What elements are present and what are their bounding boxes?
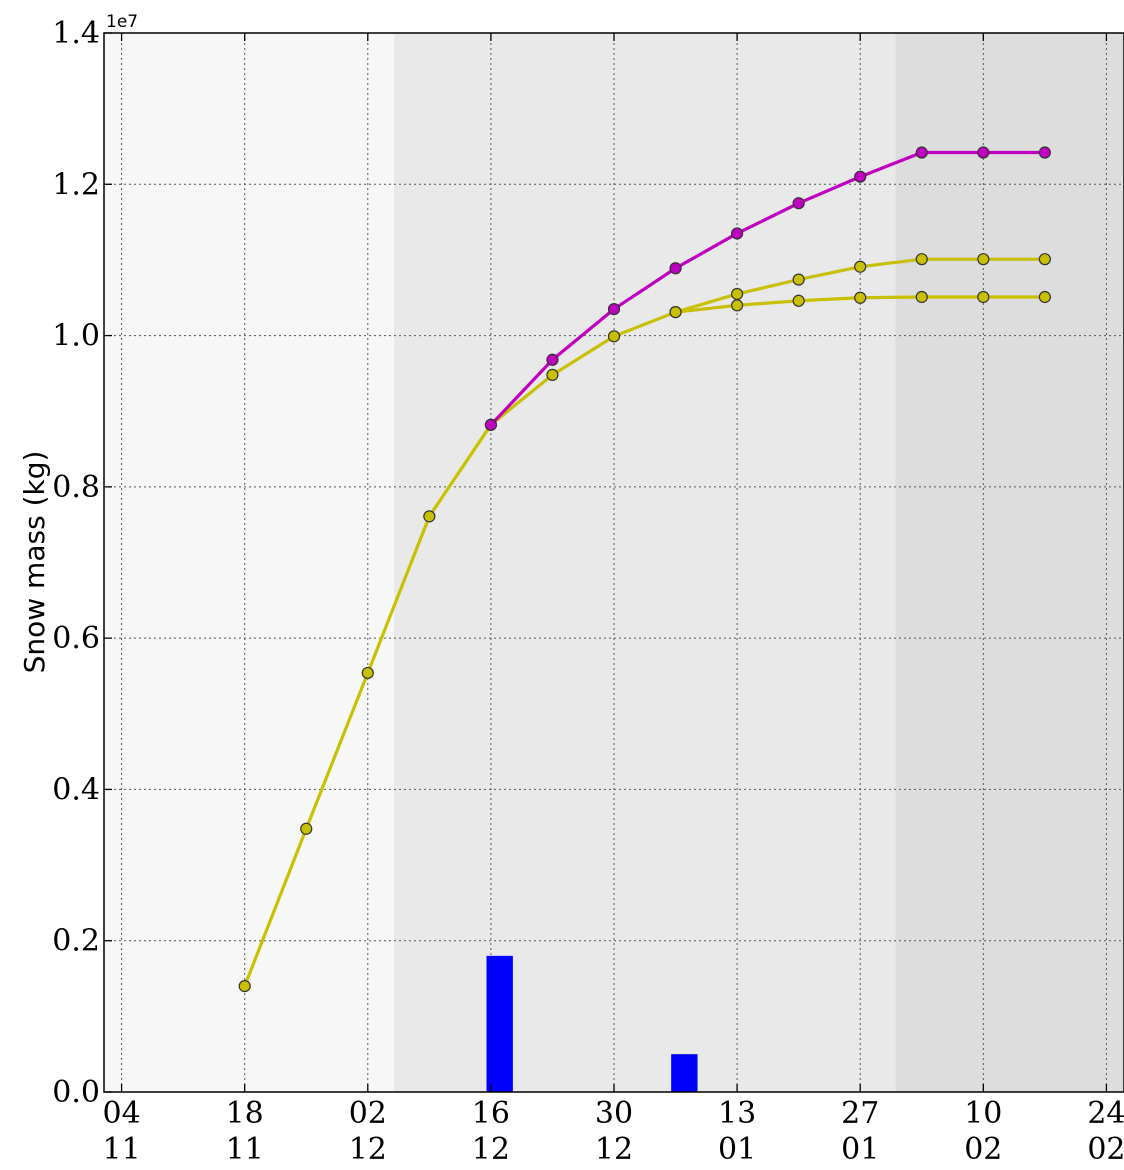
data-point (546, 368, 559, 382)
y-tick-label: 1.0 (52, 319, 100, 354)
y-tick-label: 0.0 (52, 1075, 100, 1110)
bar (671, 1054, 698, 1092)
x-tick-label-month: 01 (841, 1132, 879, 1167)
data-point (238, 979, 251, 993)
x-tick-label-day: 04 (102, 1096, 140, 1131)
data-point (915, 146, 928, 159)
data-point (546, 353, 559, 366)
data-point (669, 306, 682, 319)
x-tick-label-month: 02 (1087, 1132, 1124, 1167)
data-point (731, 287, 744, 301)
data-point (977, 290, 990, 304)
data-point (731, 227, 744, 240)
x-tick-label-day: 24 (1087, 1096, 1124, 1131)
y-offset-label: 1e7 (106, 12, 138, 32)
x-tick-label-day: 02 (349, 1096, 387, 1131)
data-point (361, 666, 374, 680)
y-tick-label: 0.6 (52, 621, 100, 656)
data-point (854, 291, 867, 304)
data-point (1038, 146, 1051, 159)
y-tick-label: 0.4 (52, 772, 100, 807)
data-point (915, 290, 928, 304)
x-tick-label-day: 27 (841, 1096, 879, 1131)
bar-series (486, 955, 698, 1092)
x-tick-label-month: 12 (472, 1132, 510, 1167)
y-tick-label: 0.2 (52, 924, 100, 959)
x-tick-label-day: 13 (718, 1096, 756, 1131)
data-point (669, 262, 682, 275)
x-tick-label-day: 16 (472, 1096, 510, 1131)
data-point (731, 299, 744, 312)
data-point (607, 302, 621, 316)
line-series (238, 146, 1051, 993)
data-point (792, 197, 805, 210)
shaded-period-2 (394, 33, 896, 1092)
x-tick-label-month: 01 (718, 1132, 756, 1167)
data-point (1038, 290, 1051, 304)
data-point (977, 146, 990, 159)
x-tick-label-month: 11 (226, 1132, 264, 1167)
shaded-period-1 (104, 33, 395, 1092)
bar (486, 955, 513, 1092)
data-point (854, 260, 867, 273)
data-point (1038, 253, 1051, 266)
data-point (792, 273, 805, 286)
axes (103, 32, 1124, 1093)
y-tick-label: 0.8 (52, 470, 100, 505)
data-point (484, 418, 497, 431)
data-point (300, 822, 313, 835)
x-tick-label-day: 18 (226, 1096, 264, 1131)
data-point (915, 253, 928, 266)
data-point (423, 510, 436, 523)
shaded-period-3 (895, 33, 1124, 1092)
data-point (854, 170, 867, 183)
shaded-periods (104, 33, 1124, 1092)
x-tick-label-day: 30 (595, 1096, 633, 1131)
data-point (977, 253, 990, 266)
y-tick-label: 1.4 (52, 16, 100, 51)
x-tick-label-month: 12 (349, 1132, 387, 1167)
series-line (243, 257, 1045, 987)
y-axis-label: Snow mass (kg) (18, 451, 51, 674)
x-tick-label-day: 10 (964, 1096, 1002, 1131)
tick-labels: 0.00.20.40.60.81.01.21.40411181102121612… (52, 16, 1124, 1167)
x-tick-label-month: 11 (102, 1132, 140, 1167)
x-tick-label-month: 02 (964, 1132, 1002, 1167)
x-tick-label-month: 12 (595, 1132, 633, 1167)
data-point (607, 330, 621, 343)
series-line (489, 150, 1045, 426)
data-point (792, 294, 805, 307)
y-tick-label: 1.2 (52, 167, 100, 202)
